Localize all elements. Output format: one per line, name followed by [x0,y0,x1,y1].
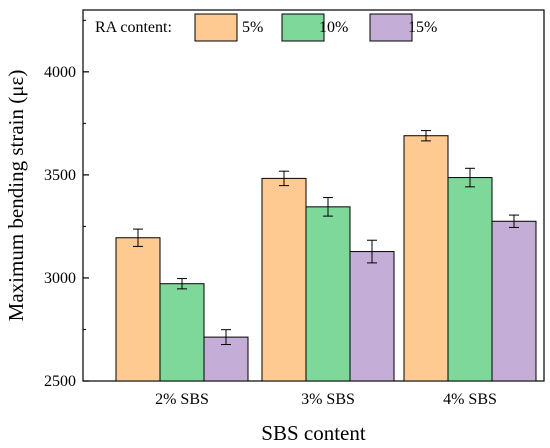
error-bar [421,130,431,142]
bars-group [115,135,537,382]
bar-15pct-2 [491,220,537,382]
y-tick-label: 2500 [44,373,76,390]
legend-swatch [281,13,325,42]
y-tick-label: 3000 [44,270,76,287]
y-tick-label: 4000 [44,64,76,81]
error-bar [279,170,289,187]
bar-10pct-1 [305,206,351,382]
x-axis: 2% SBS 3% SBS 4% SBS [155,391,497,408]
error-bar [177,278,187,290]
error-bar [367,239,377,264]
x-axis-title: SBS content [261,421,366,445]
legend: RA content: 5% 10% 15% [95,13,437,42]
error-bar [323,197,333,217]
bar-5pct-0 [115,237,161,382]
error-bar [133,228,143,247]
bar-5pct-2 [403,135,449,382]
bar-15pct-1 [349,251,395,382]
x-tick-label: 4% SBS [443,391,497,408]
bar-10pct-2 [447,177,493,382]
legend-label: 10% [319,19,348,36]
y-axis: 2500 3000 3500 4000 [44,19,89,390]
bar-10pct-0 [159,283,205,382]
legend-label: 5% [242,19,263,36]
y-tick-label: 3500 [44,167,76,184]
x-tick-label: 3% SBS [301,391,355,408]
error-bar [509,214,519,228]
error-bars-group [133,130,519,346]
error-bar [465,167,475,188]
error-bar [221,329,231,346]
legend-label: 15% [408,19,437,36]
bar-5pct-1 [261,177,307,382]
y-axis-title: Maximum bending strain (με) [4,70,28,322]
legend-title: RA content: [95,19,172,36]
x-tick-label: 2% SBS [155,391,209,408]
legend-swatch [194,13,238,42]
legend-swatch [369,13,413,42]
